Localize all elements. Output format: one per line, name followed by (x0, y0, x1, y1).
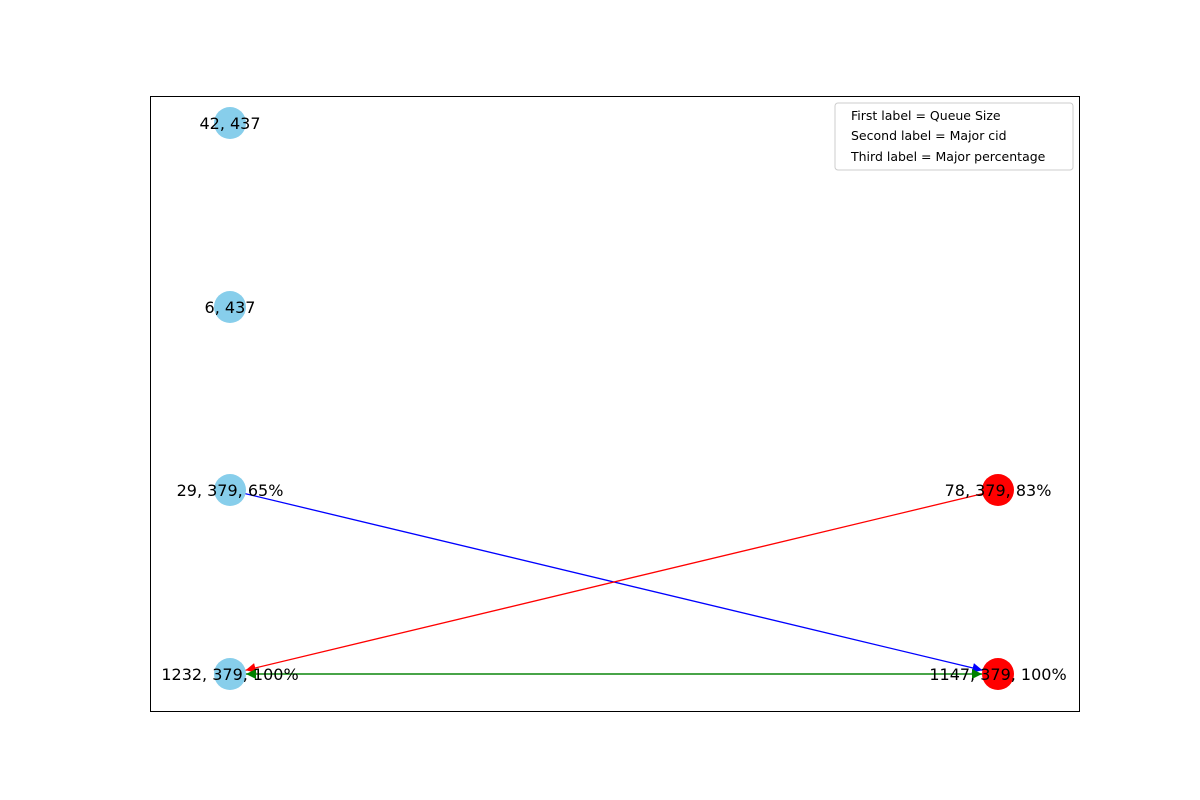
legend-entry-major-percentage: Third label = Major percentage (850, 149, 1046, 164)
nodes-layer (214, 107, 1014, 690)
node-n3 (214, 474, 246, 506)
node-n1 (214, 107, 246, 139)
node-label-n2: 6, 437 (205, 298, 256, 317)
node-n4 (214, 658, 246, 690)
node-label-n6: 1147, 379, 100% (929, 665, 1066, 684)
plot-frame (150, 96, 1080, 712)
legend-entry-major-cid: Second label = Major cid (851, 128, 1007, 143)
node-n5 (982, 474, 1014, 506)
node-label-n3: 29, 379, 65% (177, 481, 284, 500)
legend-entry-queue-size: First label = Queue Size (851, 108, 1001, 123)
legend-box (834, 102, 1074, 171)
node-label-n5: 78, 379, 83% (945, 481, 1052, 500)
node-n6 (982, 658, 1014, 690)
labels-layer: 42, 437 6, 437 29, 379, 65% 1232, 379, 100%… (161, 114, 1066, 684)
edges-layer (229, 489, 999, 679)
edge-n5-to-n4 (245, 489, 999, 673)
node-n2 (214, 291, 246, 323)
edge-n3-to-n6 (229, 489, 983, 673)
node-label-n4: 1232, 379, 100% (161, 665, 298, 684)
legend: First label = Queue Size Second label = … (834, 102, 1074, 171)
node-label-n1: 42, 437 (199, 114, 260, 133)
